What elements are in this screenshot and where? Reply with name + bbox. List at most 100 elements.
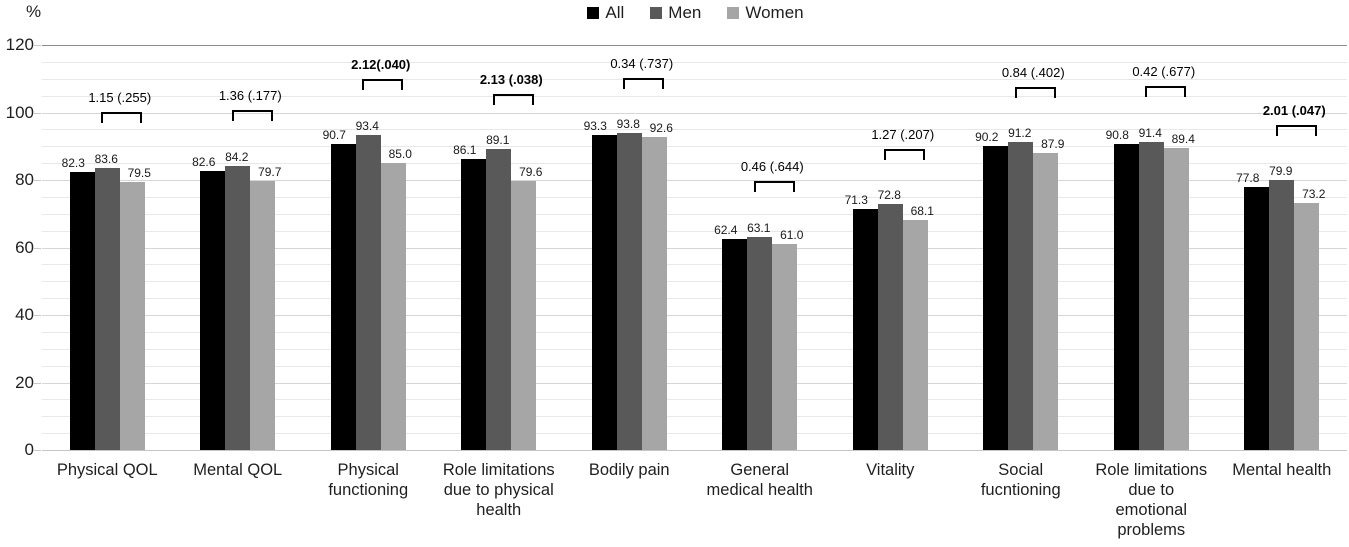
significance-label: 1.27 (.207)	[871, 126, 935, 142]
y-axis-tick-mark	[33, 247, 41, 249]
bar-value-label: 90.8	[1105, 127, 1129, 142]
category-label: Social fucntioning	[980, 461, 1061, 500]
significance-bracket	[231, 110, 273, 122]
category-label: Mental QOL	[193, 461, 283, 479]
y-axis-tick-label: 100	[5, 102, 34, 122]
minor-grid-line	[42, 365, 1347, 367]
y-axis-tick-label: 120	[5, 35, 34, 54]
significance-bracket	[1145, 85, 1187, 97]
minor-grid-line	[42, 433, 1347, 435]
y-axis-tick-mark	[33, 45, 41, 46]
y-axis-unit-label: %	[26, 2, 42, 21]
bar-all	[1113, 143, 1139, 450]
y-axis-tick-mark	[33, 382, 41, 384]
significance-bracket	[362, 79, 404, 91]
y-axis-tick-mark	[33, 450, 41, 451]
bar-value-label: 68.1	[910, 204, 934, 219]
significance-bracket	[1014, 86, 1056, 98]
bar-all	[1244, 187, 1270, 450]
bar-value-label: 90.2	[975, 129, 999, 144]
significance-label: 2.13 (.038)	[479, 71, 543, 87]
minor-grid-line	[42, 213, 1347, 215]
major-grid-line	[42, 180, 1347, 181]
bar-men	[1138, 141, 1164, 450]
legend-swatch-icon	[650, 7, 663, 19]
legend-label: Women	[745, 3, 804, 22]
major-grid-line	[42, 247, 1347, 249]
y-axis-tick-mark	[33, 112, 41, 114]
bar-women	[380, 163, 406, 450]
bar-value-label: 62.4	[714, 223, 738, 238]
bar-value-label: 87.9	[1041, 137, 1065, 152]
significance-label: 2.01 (.047)	[1262, 102, 1326, 118]
bar-women	[511, 181, 537, 450]
bar-all	[330, 143, 356, 450]
minor-grid-line	[42, 196, 1347, 198]
bar-women	[1163, 148, 1189, 450]
minor-grid-line	[42, 61, 1347, 63]
bar-all	[461, 159, 487, 450]
bar-all	[200, 171, 226, 450]
bar-women	[119, 181, 145, 450]
significance-bracket	[101, 112, 143, 124]
bar-value-label: 93.4	[355, 118, 379, 133]
bar-value-label: 85.0	[388, 147, 412, 162]
bar-value-label: 71.3	[844, 193, 868, 208]
y-axis-tick-mark	[33, 180, 41, 181]
legend-item: Men	[650, 3, 701, 23]
y-axis-tick-mark	[33, 315, 41, 316]
bar-women	[1033, 153, 1059, 450]
bar-value-label: 77.8	[1236, 171, 1260, 186]
minor-grid-line	[42, 399, 1347, 401]
category-label: Bodily pain	[588, 461, 670, 479]
y-axis-tick-label: 20	[15, 372, 34, 392]
bar-all	[983, 145, 1009, 450]
significance-label: 0.46 (.644)	[740, 159, 804, 175]
bar-value-label: 79.7	[258, 165, 282, 179]
significance-label: 1.36 (.177)	[218, 88, 282, 104]
bar-value-label: 93.8	[616, 117, 640, 132]
bar-women	[250, 181, 276, 450]
bar-value-label: 83.6	[94, 151, 118, 166]
significance-bracket	[492, 93, 534, 105]
significance-label: 0.42 (.677)	[1132, 63, 1196, 79]
minor-grid-line	[42, 146, 1347, 148]
category-label: Role limitations due to emotional proble…	[1095, 461, 1208, 540]
significance-bracket	[1275, 124, 1317, 136]
bar-value-label: 72.8	[877, 188, 901, 203]
bar-value-label: 92.6	[649, 121, 673, 136]
minor-grid-line	[42, 348, 1347, 350]
bar-men	[486, 149, 512, 450]
bar-men	[747, 237, 773, 450]
bar-value-label: 61.0	[780, 228, 804, 243]
bar-women	[902, 220, 928, 450]
significance-label: 0.84 (.402)	[1001, 64, 1065, 80]
bar-value-label: 79.5	[127, 165, 151, 180]
category-label: Vitality	[866, 461, 915, 479]
chart-legend: All Men Women	[42, 3, 1349, 23]
x-axis-baseline	[42, 450, 1347, 451]
minor-grid-line	[42, 331, 1347, 333]
bar-women	[1294, 202, 1320, 450]
y-axis-tick-label: 0	[24, 440, 34, 459]
bar-men	[1008, 142, 1034, 450]
y-axis-tick-label: 40	[15, 305, 34, 324]
minor-grid-line	[42, 163, 1347, 165]
bar-value-label: 90.7	[322, 127, 346, 142]
bar-value-label: 63.1	[747, 221, 771, 236]
major-grid-line	[42, 315, 1347, 316]
bar-value-label: 89.4	[1171, 132, 1195, 147]
legend-item: All	[587, 3, 624, 23]
minor-grid-line	[42, 264, 1347, 266]
bar-all	[852, 209, 878, 450]
bar-value-label: 82.6	[192, 155, 216, 170]
bar-all	[591, 135, 617, 450]
bar-value-label: 79.6	[519, 165, 543, 180]
bar-men	[616, 133, 642, 450]
minor-grid-line	[42, 78, 1347, 80]
category-label: General medical health	[706, 461, 813, 500]
significance-bracket	[753, 181, 795, 193]
legend-swatch-icon	[587, 7, 600, 19]
minor-grid-line	[42, 416, 1347, 418]
